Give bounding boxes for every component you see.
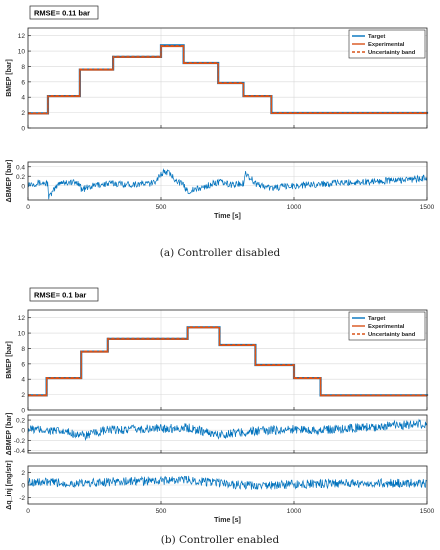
xtick-label: 1500 (420, 204, 435, 211)
x-axis-label: Time [s] (214, 517, 241, 524)
ytick-label: 0 (21, 428, 25, 435)
ytick-label: 0.2 (16, 174, 25, 181)
legend-entry: Uncertainty band (368, 50, 416, 56)
series-line-signal (27, 168, 428, 200)
rmse-box (29, 287, 99, 302)
plot-frame (27, 414, 428, 454)
rmse-box (29, 5, 99, 20)
y-axis-label: BMEP [bar] (6, 59, 13, 97)
ytick-label: 12 (18, 315, 26, 322)
legend-entry: Target (368, 34, 385, 40)
xtick-label: 500 (156, 204, 167, 211)
caption-controller-disabled: (a) Controller disabled (159, 247, 281, 259)
chart-b_top (27, 287, 429, 411)
caption-controller-enabled: (b) Controller enabled (160, 534, 280, 546)
chart-b_err (27, 414, 428, 454)
series-line-signal (27, 475, 428, 491)
y-axis-label: BMEP [bar] (6, 341, 13, 379)
y-axis-label: Δq_inj [mg/str] (6, 460, 13, 509)
ytick-label: 8 (21, 64, 25, 71)
chart-a_err (27, 161, 428, 201)
legend-entry: Uncertainty band (368, 332, 416, 338)
ytick-label: -0.4 (14, 448, 26, 455)
ytick-label: 0.4 (16, 164, 25, 171)
plot-frame (27, 465, 428, 505)
series-line-signal (27, 418, 428, 442)
ytick-label: 2 (21, 110, 25, 117)
ytick-label: 0.2 (16, 418, 25, 425)
xtick-label: 500 (156, 508, 167, 515)
xtick-label: 1500 (420, 508, 435, 515)
legend-entry: Experimental (368, 42, 405, 48)
y-axis-label: ΔBMEP [bar] (6, 160, 13, 203)
legend-entry: Target (368, 316, 385, 322)
chart-a_top (27, 5, 429, 129)
ytick-label: 10 (18, 331, 26, 338)
rmse-label: RMSE= 0.11 bar (34, 9, 90, 18)
plot-frame (27, 27, 428, 129)
ytick-label: 0 (21, 183, 25, 190)
xtick-label: 0 (26, 508, 30, 515)
ytick-label: 0 (21, 408, 25, 415)
ytick-label: 0 (21, 126, 25, 133)
xtick-label: 1000 (287, 204, 302, 211)
ytick-label: 10 (18, 49, 26, 56)
xtick-label: 1000 (287, 508, 302, 515)
ytick-label: 2 (21, 392, 25, 399)
series-line-uncertainty-band (28, 45, 428, 114)
ytick-label: 8 (21, 346, 25, 353)
ytick-label: -0.2 (14, 438, 26, 445)
ytick-label: 12 (18, 33, 26, 40)
xtick-label: 0 (26, 204, 30, 211)
chart-b_dq (27, 465, 428, 505)
ytick-label: -2 (19, 495, 25, 502)
ytick-label: 4 (21, 377, 25, 384)
ytick-label: 6 (21, 79, 25, 86)
y-axis-label: ΔBMEP [bar] (6, 413, 13, 456)
series-line-uncertainty-band (28, 326, 428, 396)
ytick-label: 6 (21, 361, 25, 368)
legend-entry: Experimental (368, 324, 405, 330)
plot-frame (27, 161, 428, 201)
ytick-label: 0 (21, 483, 25, 490)
ytick-label: 4 (21, 95, 25, 102)
rmse-label: RMSE= 0.1 bar (34, 291, 86, 300)
x-axis-label: Time [s] (214, 213, 241, 220)
plot-frame (27, 309, 428, 411)
ytick-label: 2 (21, 470, 25, 477)
